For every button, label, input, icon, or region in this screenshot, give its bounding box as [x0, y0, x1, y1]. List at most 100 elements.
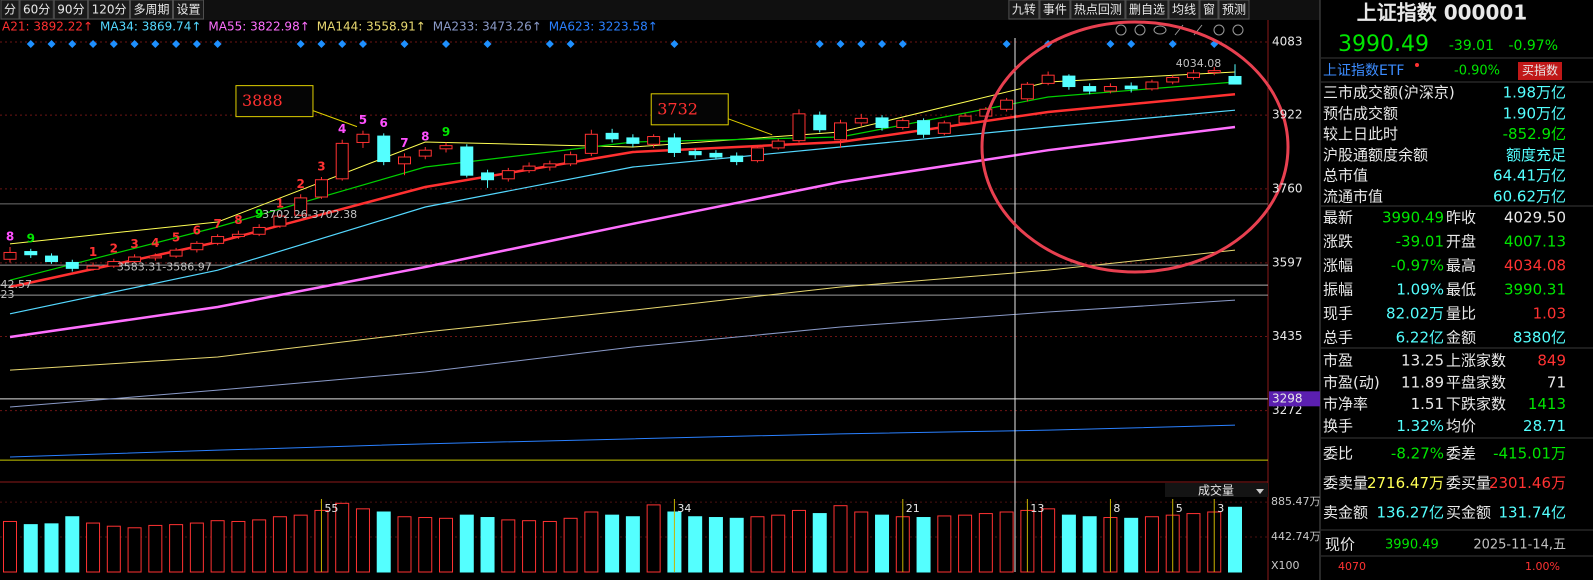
event-marker[interactable]	[545, 40, 554, 48]
event-marker[interactable]	[296, 40, 305, 48]
field-value: 2301.46万	[1489, 474, 1566, 492]
legend-entry: MA144: 3558.91↑	[317, 20, 426, 34]
field-value: 11.89	[1401, 373, 1444, 391]
event-marker[interactable]	[1168, 40, 1177, 48]
event-marker[interactable]	[815, 40, 824, 48]
toolbar-button[interactable]	[1039, 0, 1071, 20]
dropdown-arrow[interactable]	[1256, 489, 1264, 494]
icon[interactable]	[1153, 25, 1167, 35]
event-marker[interactable]	[192, 40, 201, 48]
candle-body	[896, 120, 910, 128]
toolbar-button-label[interactable]: 预测	[1222, 3, 1246, 17]
td-count: 9	[27, 231, 35, 245]
icon[interactable]	[1213, 24, 1225, 36]
buy-button[interactable]	[1518, 62, 1562, 80]
icon[interactable]	[1134, 24, 1146, 36]
td-count: 4	[338, 122, 346, 136]
toolbar-button[interactable]	[53, 0, 89, 20]
volume-header-bg	[1165, 483, 1268, 497]
fib-label: 55	[324, 502, 338, 515]
candle-body	[24, 251, 38, 256]
candle-body	[564, 154, 578, 165]
toolbar-button[interactable]	[1125, 0, 1169, 20]
toolbar-button-label[interactable]: 九转	[1012, 2, 1036, 17]
toolbar-button[interactable]	[1168, 0, 1200, 20]
toolbar-button[interactable]	[1008, 0, 1040, 20]
event-marker[interactable]	[1002, 40, 1011, 48]
toolbar-button-label[interactable]: 窗	[1203, 3, 1215, 17]
volume-bar	[252, 519, 267, 573]
candle-body	[86, 265, 100, 270]
field-value: 131.74亿	[1499, 504, 1567, 522]
volume-bar	[501, 519, 516, 573]
icon[interactable]	[1115, 24, 1127, 36]
toolbar-button-label[interactable]: 事件	[1043, 3, 1067, 17]
candle-body	[1041, 74, 1055, 84]
event-marker[interactable]	[47, 40, 56, 48]
field-key: 最高	[1446, 257, 1476, 275]
toolbar-button[interactable]	[1070, 0, 1126, 20]
field-value: 1.09%	[1396, 281, 1444, 299]
candle-body	[1124, 85, 1138, 90]
toolbar-button-label[interactable]: 热点回测	[1074, 3, 1122, 17]
field-value: 4007.13	[1504, 233, 1566, 251]
volume-title: 成交量	[1198, 483, 1234, 498]
volume-bar	[335, 502, 350, 573]
toolbar-button-label[interactable]: 删自选	[1129, 3, 1165, 17]
candle-body	[148, 255, 162, 259]
toolbar-button[interactable]	[129, 0, 173, 20]
field-value: 2716.47万	[1367, 474, 1444, 492]
event-marker[interactable]	[130, 40, 139, 48]
field-key: 金额	[1446, 329, 1476, 347]
candle-body	[107, 261, 121, 267]
toolbar-button[interactable]	[1218, 0, 1250, 20]
toolbar-button[interactable]	[1199, 0, 1219, 20]
etf-name[interactable]: 上证指数ETF	[1323, 63, 1404, 79]
y-tick-label: 3272	[1272, 403, 1303, 417]
event-marker[interactable]	[68, 40, 77, 48]
event-marker[interactable]	[670, 40, 679, 48]
event-marker[interactable]	[442, 40, 451, 48]
event-marker[interactable]	[400, 40, 409, 48]
toolbar-button-label[interactable]: 60分	[23, 3, 50, 17]
buy-button-label[interactable]: 买指数	[1522, 63, 1558, 78]
volume-bar	[729, 517, 744, 573]
td-count: 1	[89, 245, 97, 259]
event-marker[interactable]	[483, 40, 492, 48]
event-marker[interactable]	[1127, 40, 1136, 48]
event-marker[interactable]	[566, 40, 575, 48]
toolbar-button[interactable]	[19, 0, 54, 20]
event-marker[interactable]	[89, 40, 98, 48]
event-marker[interactable]	[109, 40, 118, 48]
toolbar-button-label[interactable]: 均线	[1172, 3, 1196, 17]
toolbar-button[interactable]	[173, 0, 205, 20]
event-marker[interactable]	[1106, 40, 1115, 48]
event-marker[interactable]	[26, 40, 35, 48]
candle-body	[190, 242, 204, 251]
toolbar-button-label[interactable]: 分	[4, 3, 16, 17]
toolbar-button[interactable]	[88, 0, 130, 20]
toolbar-button-label[interactable]: 多周期	[133, 3, 169, 17]
annotation-text: 3888	[242, 91, 283, 110]
toolbar-button-label[interactable]: 90分	[57, 3, 84, 17]
candle-body	[294, 197, 308, 216]
volume-bar	[999, 511, 1014, 573]
candle-body	[647, 136, 661, 145]
event-marker[interactable]	[878, 40, 887, 48]
event-marker[interactable]	[172, 40, 181, 48]
event-marker[interactable]	[338, 40, 347, 48]
icon[interactable]	[1232, 24, 1244, 36]
toolbar-button-label[interactable]: 120分	[92, 3, 127, 17]
event-marker[interactable]	[857, 40, 866, 48]
event-marker[interactable]	[151, 40, 160, 48]
toolbar-button[interactable]	[0, 0, 20, 20]
field-key: 买金额	[1446, 504, 1491, 522]
event-marker[interactable]	[358, 40, 367, 48]
event-marker[interactable]	[317, 40, 326, 48]
event-marker[interactable]	[898, 40, 907, 48]
toolbar-button-label[interactable]: 设置	[177, 3, 201, 17]
field-value: -0.97%	[1391, 257, 1444, 275]
y-tick-label: 442.74万	[1271, 530, 1321, 543]
event-marker[interactable]	[836, 40, 845, 48]
event-marker[interactable]	[213, 40, 222, 48]
